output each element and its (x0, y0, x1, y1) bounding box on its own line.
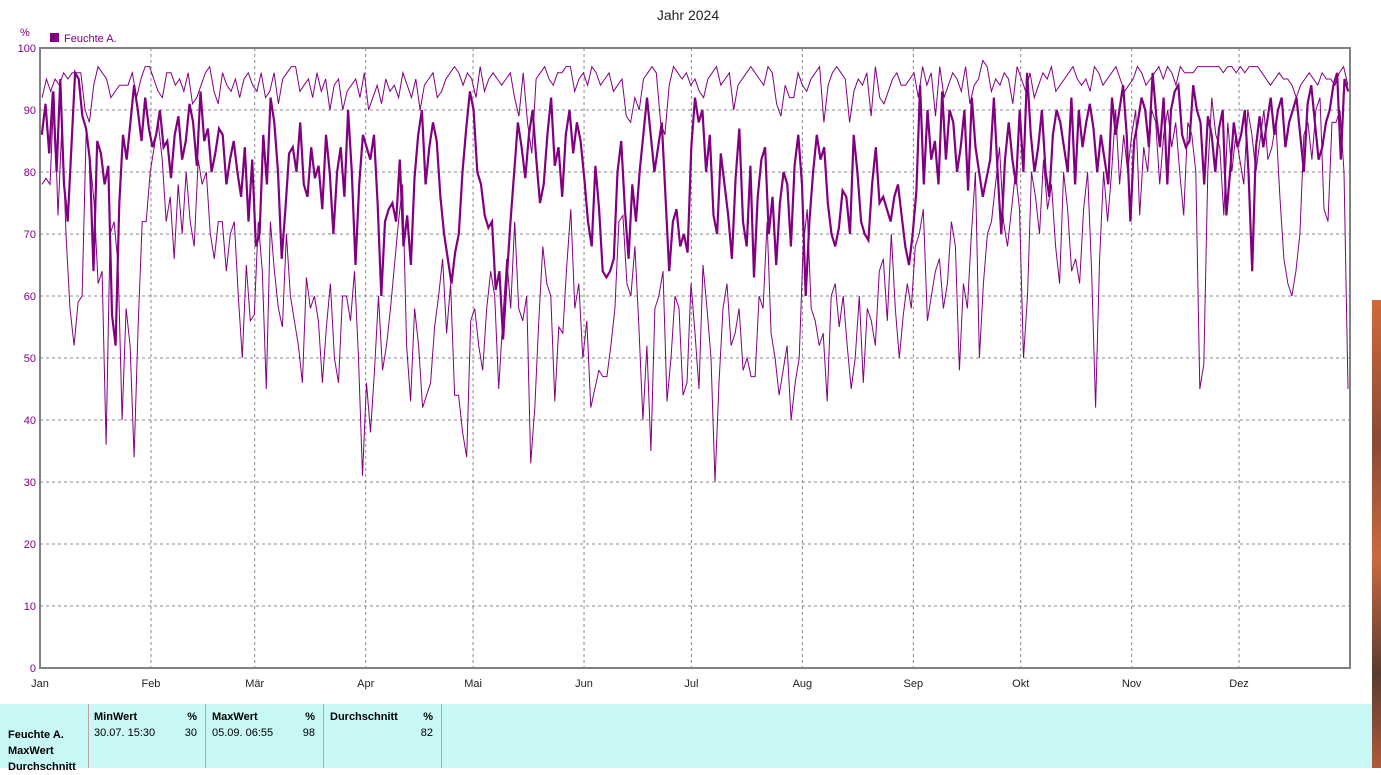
x-tick-label: Mai (464, 678, 482, 690)
avg-value: 82 (420, 727, 433, 739)
series-layer (40, 59, 1350, 483)
y-axis-ticks: 0 10 20 30 40 50 60 70 80 90 100 (18, 43, 36, 675)
max-date: 05.09. 06:55 (212, 727, 274, 739)
background-image-strip (1372, 300, 1381, 768)
row-label-sensor: Feuchte A. (8, 729, 64, 741)
y-tick-label: 90 (24, 105, 36, 117)
x-tick-label: Jul (684, 678, 698, 690)
background-window-edge (1372, 0, 1381, 768)
y-tick-label: 80 (24, 167, 36, 179)
max-header: MaxWert (212, 711, 258, 723)
avg-column: Durchschnitt % 82 (324, 704, 442, 768)
x-tick-label: Sep (904, 678, 924, 690)
statistics-panel: Feuchte A. MaxWert Durchschnitt MinWert … (0, 704, 1372, 773)
x-tick-label: Aug (793, 678, 813, 690)
x-axis-ticks: Jan Feb Mär Apr Mai Jun Jul Aug Sep Okt Nov Dez (31, 678, 1249, 690)
legend-swatch (50, 33, 59, 42)
series-line-average (40, 69, 1350, 346)
stats-label-column (0, 704, 89, 768)
y-unit-label: % (20, 27, 30, 39)
y-tick-label: 60 (24, 291, 36, 303)
series-line-max (41, 59, 1349, 154)
y-tick-label: 0 (30, 663, 36, 675)
x-tick-label: Apr (357, 678, 374, 690)
legend-label: Feuchte A. (64, 33, 117, 45)
min-header: MinWert (94, 711, 138, 723)
y-tick-label: 40 (24, 415, 36, 427)
row-label-max: MaxWert (8, 745, 54, 757)
avg-header: Durchschnitt (330, 711, 398, 723)
y-tick-label: 70 (24, 229, 36, 241)
x-tick-label: Jan (31, 678, 49, 690)
max-column: MaxWert % 05.09. 06:55 98 (206, 704, 324, 768)
avg-unit: % (423, 711, 433, 723)
x-tick-label: Dez (1229, 678, 1249, 690)
x-tick-label: Okt (1012, 678, 1029, 690)
y-tick-label: 100 (18, 43, 36, 55)
x-tick-label: Nov (1122, 678, 1142, 690)
min-date: 30.07. 15:30 (94, 727, 156, 739)
series-line-min (41, 91, 1349, 483)
y-tick-label: 20 (24, 539, 36, 551)
y-tick-label: 10 (24, 601, 36, 613)
min-column: MinWert % 30.07. 15:30 30 (88, 704, 206, 768)
min-unit: % (187, 711, 197, 723)
chart-title: Jahr 2024 (657, 7, 719, 23)
max-value: 98 (302, 727, 315, 739)
min-value: 30 (184, 727, 197, 739)
x-tick-label: Mär (245, 678, 264, 690)
y-tick-label: 30 (24, 477, 36, 489)
humidity-chart: Jahr 2024 % Feuchte A. 0 10 20 30 40 50 60 70 80… (18, 7, 1351, 690)
x-tick-label: Feb (141, 678, 160, 690)
x-tick-label: Jun (575, 678, 593, 690)
y-tick-label: 50 (24, 353, 36, 365)
grid (40, 48, 1350, 668)
plot-frame (39, 47, 1351, 669)
max-unit: % (305, 711, 315, 723)
